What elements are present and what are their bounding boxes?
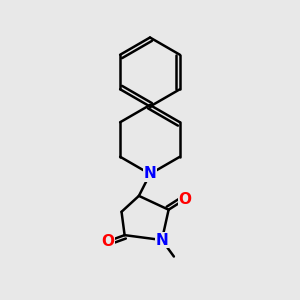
Text: N: N <box>155 232 168 247</box>
Text: O: O <box>102 234 115 249</box>
Text: N: N <box>144 167 156 182</box>
Text: O: O <box>178 192 192 207</box>
